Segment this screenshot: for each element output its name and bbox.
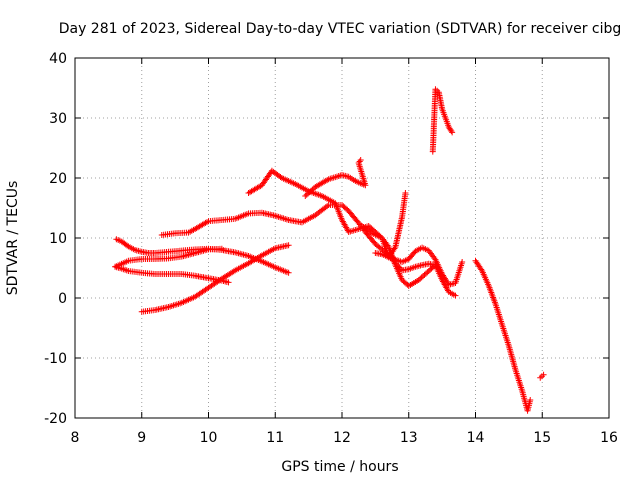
data-point	[459, 259, 466, 265]
data-point	[367, 229, 374, 236]
data-point	[396, 264, 403, 271]
data-point	[218, 245, 225, 252]
x-tick-label: 11	[266, 430, 284, 446]
y-axis-label: SDTVAR / TECUs	[5, 181, 21, 296]
data-point	[204, 219, 211, 226]
data-point	[303, 191, 310, 198]
y-tick-label: -10	[44, 351, 67, 367]
data-point	[540, 371, 547, 378]
data-point	[257, 253, 264, 260]
y-tick-label: 0	[58, 291, 67, 307]
axis-ticks: 8 9 10 11 12 13 14 15 16 -20 -10 0 10 20 30 40	[44, 51, 618, 446]
y-tick-label: 20	[49, 171, 67, 187]
y-tick-label: 10	[49, 231, 67, 247]
data-point	[452, 292, 459, 299]
data-point	[432, 262, 439, 268]
data-point	[417, 275, 424, 282]
data-point	[397, 265, 404, 272]
data-point	[421, 271, 428, 278]
x-axis-label: GPS time / hours	[281, 459, 398, 475]
data-point	[308, 187, 315, 194]
y-tick-label: -20	[44, 411, 67, 427]
data-point	[305, 190, 312, 197]
data-point	[277, 173, 284, 180]
x-tick-label: 9	[137, 430, 146, 446]
series-arc-l	[537, 371, 547, 381]
data-point	[225, 279, 232, 286]
data-point	[527, 397, 534, 403]
data-point	[306, 189, 313, 196]
series-arc-i	[372, 250, 439, 274]
data-point	[391, 258, 398, 265]
data-point	[285, 269, 292, 276]
data-point	[230, 268, 237, 275]
series-arc-d	[138, 242, 292, 315]
data-point	[418, 274, 425, 281]
series-arc-b	[112, 263, 232, 286]
data-point	[302, 193, 309, 199]
data-point	[357, 157, 364, 163]
data-point	[285, 242, 292, 249]
data-point	[356, 158, 363, 165]
x-tick-label: 13	[400, 430, 418, 446]
chart-title: Day 281 of 2023, Sidereal Day-to-day VTE…	[59, 21, 622, 37]
x-tick-label: 8	[71, 430, 80, 446]
x-tick-label: 14	[467, 430, 485, 446]
data-point	[389, 256, 396, 262]
data-point	[402, 190, 409, 196]
x-tick-label: 12	[333, 430, 351, 446]
series-arc-c	[113, 245, 225, 270]
x-tick-label: 15	[533, 430, 551, 446]
data-point	[324, 203, 331, 210]
data-point	[390, 257, 397, 264]
series-arc-f	[245, 167, 459, 299]
series-arc-g	[302, 157, 369, 199]
data-point	[391, 245, 398, 252]
data-point	[395, 263, 402, 270]
data-point	[324, 177, 331, 184]
data-point	[309, 186, 316, 193]
data-point	[415, 277, 422, 283]
y-tick-label: 40	[49, 51, 67, 67]
data-point	[448, 128, 455, 135]
data-point	[392, 260, 399, 267]
series-arc-j	[429, 86, 456, 155]
data-point	[371, 239, 378, 246]
data-point	[124, 242, 131, 249]
data-point	[420, 273, 427, 280]
grid	[75, 58, 609, 418]
data-points	[112, 86, 547, 414]
x-tick-label: 16	[600, 430, 618, 446]
x-tick-label: 10	[200, 430, 218, 446]
data-point	[478, 266, 485, 273]
data-point	[449, 129, 456, 136]
data-point	[422, 270, 429, 277]
series-arc-k	[472, 257, 534, 414]
y-tick-label: 30	[49, 111, 67, 127]
data-point	[394, 261, 401, 268]
